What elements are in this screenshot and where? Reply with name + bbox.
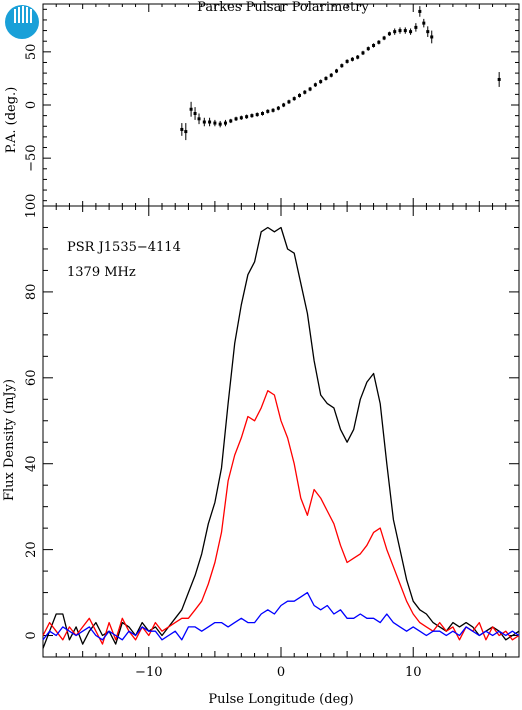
pa-ytick-label: 50	[24, 44, 39, 61]
csiro-logo-dots	[14, 6, 32, 23]
pa-point	[218, 122, 222, 126]
pa-point	[197, 117, 201, 121]
pa-point	[324, 76, 328, 80]
pa-point	[266, 109, 270, 113]
pa-point	[398, 29, 402, 33]
pa-point	[271, 108, 275, 112]
pa-point	[282, 103, 286, 107]
pa-point	[340, 64, 344, 68]
pa-panel: −50 0 50 P.A. (deg.)	[4, 3, 520, 207]
figure-title: Parkes Pulsar Polarimetry	[197, 0, 369, 15]
pa-point	[345, 59, 349, 63]
pa-points	[180, 6, 501, 141]
flux-total-intensity-line	[42, 226, 520, 649]
pa-point	[422, 21, 426, 25]
pa-point	[298, 93, 302, 97]
pa-ytick-label: −50	[24, 144, 39, 171]
pa-point	[184, 130, 188, 134]
pa-ytick-label: 0	[24, 101, 39, 109]
pa-point	[418, 9, 422, 13]
flux-xtick-label: 10	[405, 665, 422, 680]
flux-ylabel: Flux Density (mJy)	[2, 379, 17, 501]
flux-ytick-label: 80	[24, 284, 39, 301]
flux-xtick-label: 0	[277, 665, 285, 680]
flux-annotation-freq: 1379 MHz	[67, 265, 136, 280]
flux-ytick-label: 60	[24, 370, 39, 387]
pa-point	[350, 57, 354, 61]
pa-point	[426, 30, 430, 34]
flux-xtick-label: −10	[135, 665, 162, 680]
flux-ytick-label: 20	[24, 541, 39, 558]
pa-point	[393, 30, 397, 34]
pa-point	[356, 55, 360, 59]
pa-point	[382, 36, 386, 40]
pa-point	[303, 90, 307, 94]
pa-point	[180, 127, 184, 131]
pa-point	[260, 112, 264, 116]
pa-point	[229, 119, 233, 123]
flux-xlabel: Pulse Longitude (deg)	[208, 692, 353, 707]
pa-point	[250, 114, 254, 118]
pa-point	[377, 40, 381, 44]
pa-point	[223, 121, 227, 125]
pa-point	[189, 107, 193, 111]
csiro-logo	[5, 5, 39, 39]
pa-point	[329, 73, 333, 77]
pa-point	[287, 100, 291, 104]
pa-point	[409, 30, 413, 34]
pa-ylabel: P.A. (deg.)	[4, 87, 19, 154]
pa-point	[208, 120, 212, 124]
flux-ytick-label: 0	[24, 631, 39, 639]
pa-point	[193, 112, 197, 116]
pa-point	[202, 120, 206, 124]
pa-point	[234, 117, 238, 121]
pa-point	[308, 87, 312, 91]
pa-point	[403, 29, 407, 33]
pa-point	[372, 43, 376, 47]
flux-linear-polarization-line	[42, 390, 520, 645]
pa-point	[366, 47, 370, 51]
pa-point	[319, 80, 323, 84]
pa-point	[335, 69, 339, 73]
flux-circular-polarization-line	[42, 591, 520, 641]
flux-annotation-psr: PSR J1535−4114	[67, 240, 181, 255]
flux-ytick-label: 100	[24, 194, 39, 219]
pa-axes: −50 0 50	[24, 4, 519, 206]
pa-point	[276, 106, 280, 110]
pa-point	[213, 121, 217, 125]
pa-plot-frame	[42, 3, 520, 207]
pa-point	[387, 32, 391, 36]
pa-point	[292, 97, 296, 101]
pa-point	[361, 51, 365, 55]
pa-point	[430, 35, 434, 39]
flux-lines	[42, 226, 520, 649]
pa-point	[414, 25, 418, 29]
pa-point	[313, 83, 317, 87]
pa-point	[497, 77, 501, 81]
pa-point	[255, 113, 259, 117]
pa-point	[245, 115, 249, 119]
flux-ytick-label: 40	[24, 455, 39, 472]
pa-point	[239, 116, 243, 120]
